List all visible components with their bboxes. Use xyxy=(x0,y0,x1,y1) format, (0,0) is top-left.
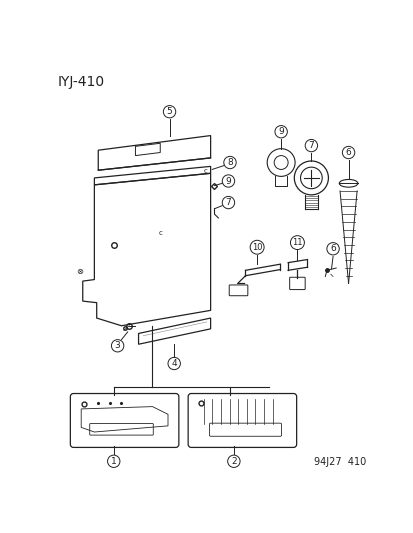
Text: 7: 7 xyxy=(225,198,231,207)
Text: c: c xyxy=(158,230,162,236)
Text: c: c xyxy=(203,168,206,174)
Text: 8: 8 xyxy=(227,158,232,167)
Text: IYJ-410: IYJ-410 xyxy=(58,75,105,88)
Text: 6: 6 xyxy=(330,244,335,253)
Text: 94J27  410: 94J27 410 xyxy=(313,457,366,467)
Text: 5: 5 xyxy=(166,107,172,116)
Text: 2: 2 xyxy=(230,457,236,466)
Text: 4: 4 xyxy=(171,359,177,368)
Text: 11: 11 xyxy=(292,238,302,247)
Text: 7: 7 xyxy=(308,141,313,150)
Text: 9: 9 xyxy=(278,127,283,136)
Text: 3: 3 xyxy=(114,341,120,350)
Text: 6: 6 xyxy=(345,148,351,157)
Text: ⊗: ⊗ xyxy=(76,268,83,276)
Text: 9: 9 xyxy=(225,176,231,185)
Text: 10: 10 xyxy=(251,243,262,252)
Text: 1: 1 xyxy=(111,457,116,466)
